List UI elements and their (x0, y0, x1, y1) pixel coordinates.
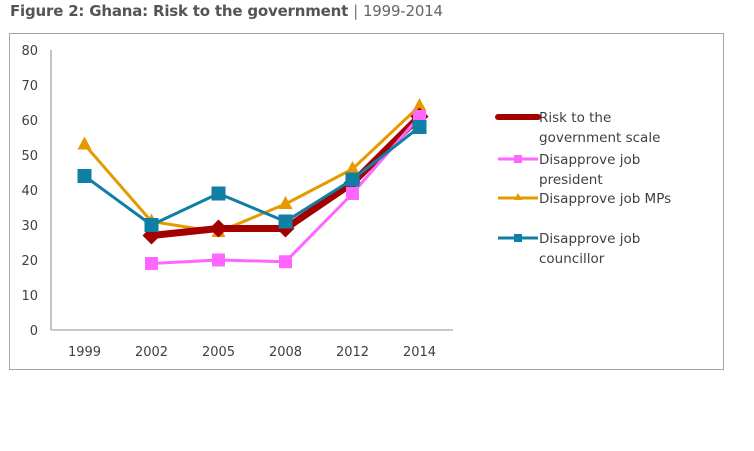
legend: Risk to the government scale Disapprove jo… (495, 110, 671, 267)
y-tick-label: 30 (21, 219, 38, 234)
legend-swatch-marker (515, 114, 521, 120)
series-line (83, 104, 421, 234)
data-point-marker (346, 187, 359, 200)
legend-label: Disapprove job (539, 231, 640, 247)
data-point-marker (77, 136, 92, 150)
chart-frame (9, 33, 724, 370)
figure-title: Figure 2: Ghana: Risk to the government |… (10, 2, 443, 20)
legend-label: Risk to the (539, 110, 611, 126)
data-point-marker (413, 110, 426, 123)
series-layer (77, 98, 429, 270)
legend-label: Disapprove job MPs (539, 191, 671, 207)
y-tick-labels: 0 10 20 30 40 50 60 70 80 (21, 44, 38, 339)
legend-label: Disapprove job (539, 152, 640, 168)
data-point-marker (212, 253, 225, 267)
series-line (83, 125, 421, 227)
x-tick-label: 1999 (68, 345, 101, 360)
data-point-marker (279, 255, 292, 269)
legend-swatch-marker (514, 155, 522, 163)
data-point-marker (209, 219, 228, 238)
legend-item: Disapprove job president (498, 152, 640, 188)
y-tick-label: 40 (21, 184, 38, 199)
y-tick-label: 50 (21, 149, 38, 164)
series-disapprove-job-president (145, 110, 426, 270)
data-point-marker (77, 169, 92, 183)
series-line (151, 115, 421, 265)
x-tick-label: 2012 (336, 345, 369, 360)
x-tick-labels: 1999 2002 2005 2008 2012 2014 (68, 345, 436, 360)
legend-swatch-marker (514, 193, 522, 200)
series-disapprove-job-councillor (77, 120, 427, 232)
data-point-marker (211, 186, 226, 201)
data-point-marker (278, 196, 293, 209)
y-tick-label: 70 (21, 79, 38, 94)
legend-label: councillor (539, 251, 605, 267)
legend-item: Disapprove job councillor (498, 231, 640, 267)
y-tick-label: 10 (21, 289, 38, 304)
figure-title-separator: | (353, 2, 358, 20)
x-tick-label: 2005 (202, 345, 235, 360)
y-tick-label: 60 (21, 114, 38, 129)
legend-label: government scale (539, 130, 660, 146)
legend-label: president (539, 172, 603, 188)
x-tick-label: 2002 (135, 345, 168, 360)
x-tick-label: 2008 (269, 345, 302, 360)
legend-item: Disapprove job MPs (498, 191, 671, 207)
data-point-marker (412, 98, 427, 111)
y-tick-label: 0 (30, 324, 38, 339)
axes (50, 50, 453, 331)
y-tick-label: 20 (21, 254, 38, 269)
data-point-marker (145, 257, 158, 270)
figure-title-range: 1999-2014 (362, 2, 443, 20)
y-tick-label: 80 (21, 44, 38, 59)
data-point-marker (144, 218, 159, 232)
data-point-marker (278, 214, 293, 229)
x-tick-label: 2014 (403, 345, 436, 360)
data-point-marker (345, 161, 360, 174)
legend-swatch-marker (514, 234, 522, 242)
data-point-marker (412, 120, 427, 134)
legend-item: Risk to the government scale (495, 110, 660, 146)
figure-title-main: Figure 2: Ghana: Risk to the government (10, 2, 349, 20)
data-point-marker (345, 172, 360, 187)
